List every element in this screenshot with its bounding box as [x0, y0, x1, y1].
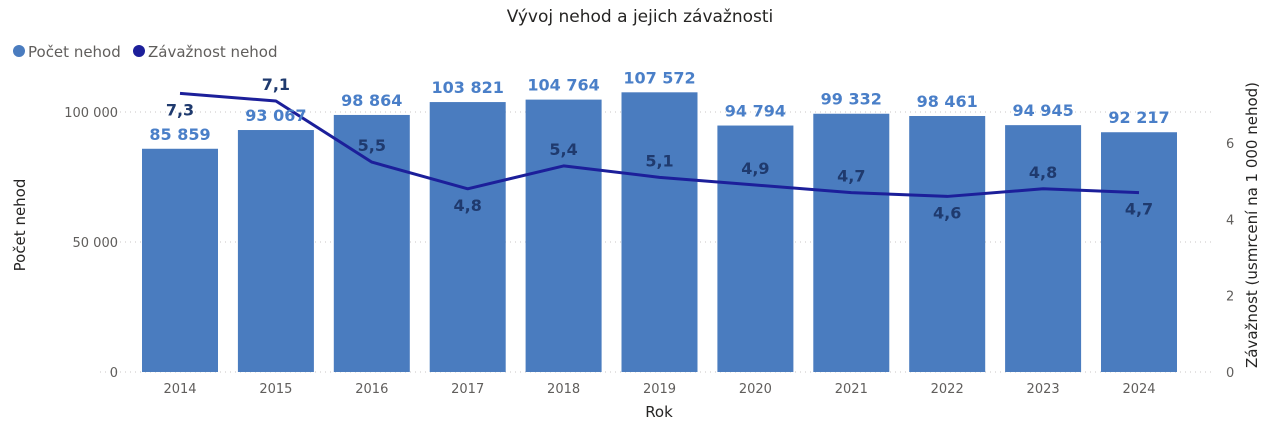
- line-data-label: 5,4: [549, 140, 577, 159]
- line-series: [179, 91, 1140, 198]
- bar-data-label: 93 067: [245, 106, 306, 125]
- line-data-label: 5,5: [358, 136, 386, 155]
- bar: [429, 102, 506, 372]
- x-tick-label: 2014: [163, 382, 196, 397]
- bar: [813, 113, 890, 372]
- line-data-label: 4,7: [1125, 200, 1153, 219]
- bar-data-label: 98 864: [341, 91, 402, 110]
- chart-title: Vývoj nehod a jejich závažnosti: [507, 7, 774, 27]
- x-tick-label: 2017: [451, 382, 484, 397]
- x-tick-label: 2024: [1122, 382, 1155, 397]
- legend-marker-bars: [13, 45, 25, 57]
- line-data-label: 4,9: [741, 159, 769, 178]
- bar-data-label: 92 217: [1108, 108, 1169, 127]
- bar: [717, 125, 794, 372]
- legend: Počet nehod Závažnost nehod: [13, 43, 278, 61]
- line-data-label: 4,8: [1029, 163, 1057, 182]
- bar-data-label: 99 332: [821, 90, 882, 109]
- bar-data-label: 94 794: [725, 102, 786, 121]
- bar-data-label: 94 945: [1012, 101, 1073, 120]
- bar: [525, 99, 602, 373]
- x-tick-label: 2021: [835, 382, 868, 397]
- line-data-label: 7,1: [262, 75, 290, 94]
- bar-data-label: 107 572: [623, 68, 695, 87]
- legend-marker-line: [133, 45, 145, 57]
- y-tick-label: 50 000: [73, 236, 119, 251]
- x-tick-label: 2018: [547, 382, 580, 397]
- y2-axis-title: Závažnost (usmrcení na 1 000 nehod): [1243, 82, 1261, 368]
- bar-data-label: 85 859: [149, 125, 210, 144]
- line-data-label: 4,6: [933, 203, 961, 222]
- x-axis-title: Rok: [645, 403, 673, 421]
- y-tick-label: 0: [110, 366, 118, 381]
- y2-tick-label: 2: [1226, 290, 1234, 305]
- y2-tick-label: 4: [1226, 213, 1234, 228]
- bar-data-label: 104 764: [527, 76, 599, 95]
- line-data-label: 5,1: [645, 151, 673, 170]
- y2-tick-label: 0: [1226, 366, 1234, 381]
- bar: [1101, 132, 1177, 372]
- y2-tick-label: 6: [1226, 137, 1234, 152]
- line-data-label: 4,8: [454, 196, 482, 215]
- x-tick-label: 2019: [643, 382, 676, 397]
- x-tick-label: 2023: [1027, 382, 1060, 397]
- bar: [333, 114, 410, 372]
- y-axis-title: Počet nehod: [11, 179, 29, 272]
- legend-label-bars[interactable]: Počet nehod: [28, 43, 121, 61]
- legend-label-line[interactable]: Závažnost nehod: [148, 43, 278, 61]
- line-data-label: 7,3: [166, 100, 194, 119]
- x-tick-label: 2020: [739, 382, 772, 397]
- x-tick-label: 2022: [931, 382, 964, 397]
- bar: [1005, 125, 1082, 372]
- line-data-label: 4,7: [837, 167, 865, 186]
- bar-data-label: 98 461: [917, 92, 978, 111]
- bar: [909, 116, 986, 372]
- y-tick-label: 100 000: [64, 106, 118, 121]
- bar-data-label: 103 821: [432, 78, 504, 97]
- bar: [237, 130, 314, 372]
- x-tick-label: 2016: [355, 382, 388, 397]
- x-tick-label: 2015: [259, 382, 292, 397]
- bar: [621, 92, 698, 372]
- bar: [142, 148, 218, 372]
